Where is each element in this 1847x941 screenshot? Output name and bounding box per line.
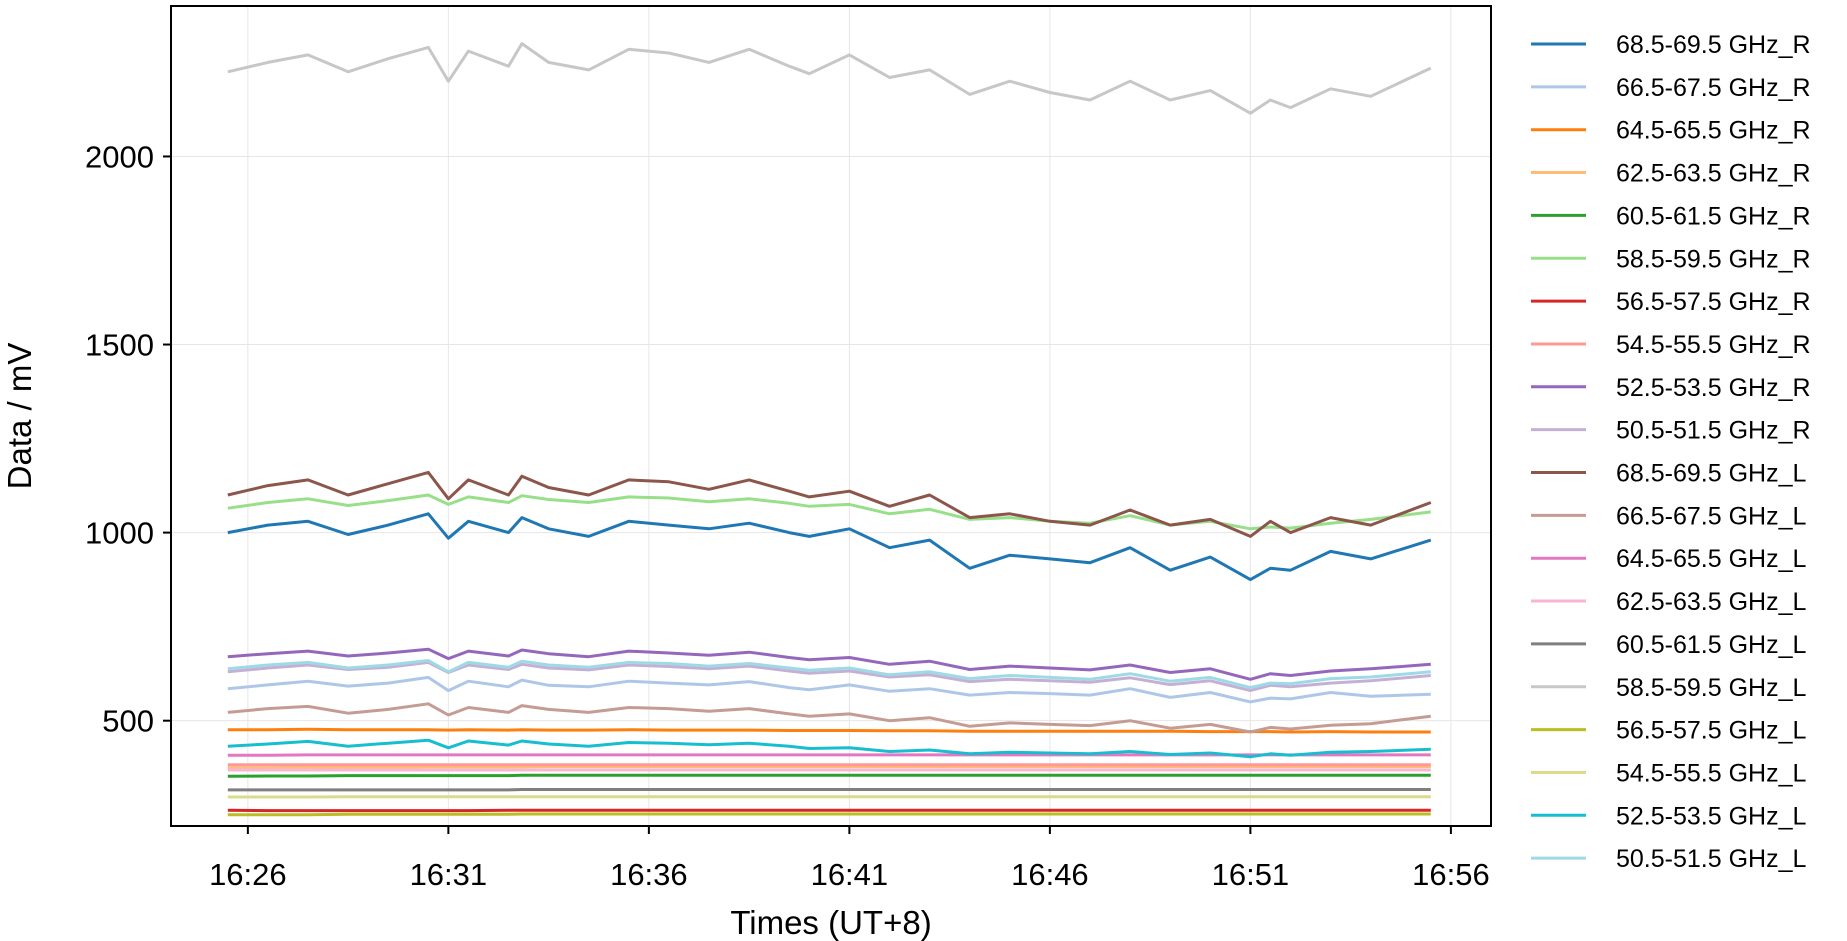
series-line	[227, 647, 1431, 681]
y-tick-label: 2000	[85, 139, 154, 174]
legend-label: 52.5-53.5 GHz_L	[1616, 802, 1806, 830]
x-tick-label: 16:56	[1412, 857, 1490, 892]
legend-label: 64.5-65.5 GHz_L	[1616, 545, 1806, 573]
y-tick-label: 1500	[85, 328, 154, 363]
y-tick-label: 500	[102, 704, 154, 739]
y-axis: 500 1000 1500 2000	[85, 139, 171, 739]
series-line	[227, 470, 1432, 538]
x-tick-label: 16:41	[811, 857, 889, 892]
legend-label: 62.5-63.5 GHz_L	[1616, 588, 1806, 616]
y-tick-label: 1000	[85, 516, 154, 551]
legend-label: 64.5-65.5 GHz_R	[1616, 117, 1811, 145]
y-axis-label: Data / mV	[1, 343, 38, 490]
legend-label: 60.5-61.5 GHz_L	[1616, 631, 1806, 659]
x-tick-label: 16:31	[410, 857, 488, 892]
legend-label: 68.5-69.5 GHz_L	[1616, 460, 1806, 488]
legend-label: 54.5-55.5 GHz_R	[1616, 331, 1811, 359]
legend-label: 50.5-51.5 GHz_L	[1616, 845, 1806, 873]
legend-label: 58.5-59.5 GHz_L	[1616, 674, 1806, 702]
series-line	[227, 812, 1431, 817]
series-line	[227, 727, 1431, 734]
series-line	[227, 512, 1432, 582]
x-tick-label: 16:36	[610, 857, 688, 892]
plot-frame	[170, 5, 1492, 827]
legend-label: 50.5-51.5 GHz_R	[1616, 417, 1811, 445]
series-lines	[227, 42, 1432, 817]
series-line	[227, 738, 1431, 759]
x-tick-label: 16:46	[1011, 857, 1089, 892]
x-axis-label: Times (UT+8)	[730, 904, 931, 941]
series-line	[227, 42, 1432, 115]
legend-label: 68.5-69.5 GHz_R	[1616, 31, 1811, 59]
legend-label: 54.5-55.5 GHz_L	[1616, 759, 1806, 787]
legend-label: 66.5-67.5 GHz_R	[1616, 74, 1811, 102]
x-tick-label: 16:51	[1212, 857, 1290, 892]
series-line	[227, 493, 1431, 531]
series-line	[227, 702, 1431, 734]
legend-label: 58.5-59.5 GHz_R	[1616, 245, 1811, 273]
legend: 68.5-69.5 GHz_R 66.5-67.5 GHz_R 64.5-65.5 …	[1531, 31, 1811, 873]
legend-label: 52.5-53.5 GHz_R	[1616, 374, 1811, 402]
legend-label: 62.5-63.5 GHz_R	[1616, 160, 1811, 188]
x-axis: 16:26 16:31 16:36 16:41 16:46 16:51 16:56	[209, 826, 1490, 892]
legend-label: 66.5-67.5 GHz_L	[1616, 502, 1806, 530]
series-line	[227, 675, 1431, 704]
x-tick-label: 16:26	[209, 857, 287, 892]
series-line	[227, 773, 1431, 778]
series-line	[227, 765, 1431, 770]
legend-label: 56.5-57.5 GHz_R	[1616, 288, 1811, 316]
legend-label: 56.5-57.5 GHz_L	[1616, 717, 1806, 745]
legend-label: 60.5-61.5 GHz_R	[1616, 202, 1811, 230]
series-line	[227, 659, 1431, 690]
